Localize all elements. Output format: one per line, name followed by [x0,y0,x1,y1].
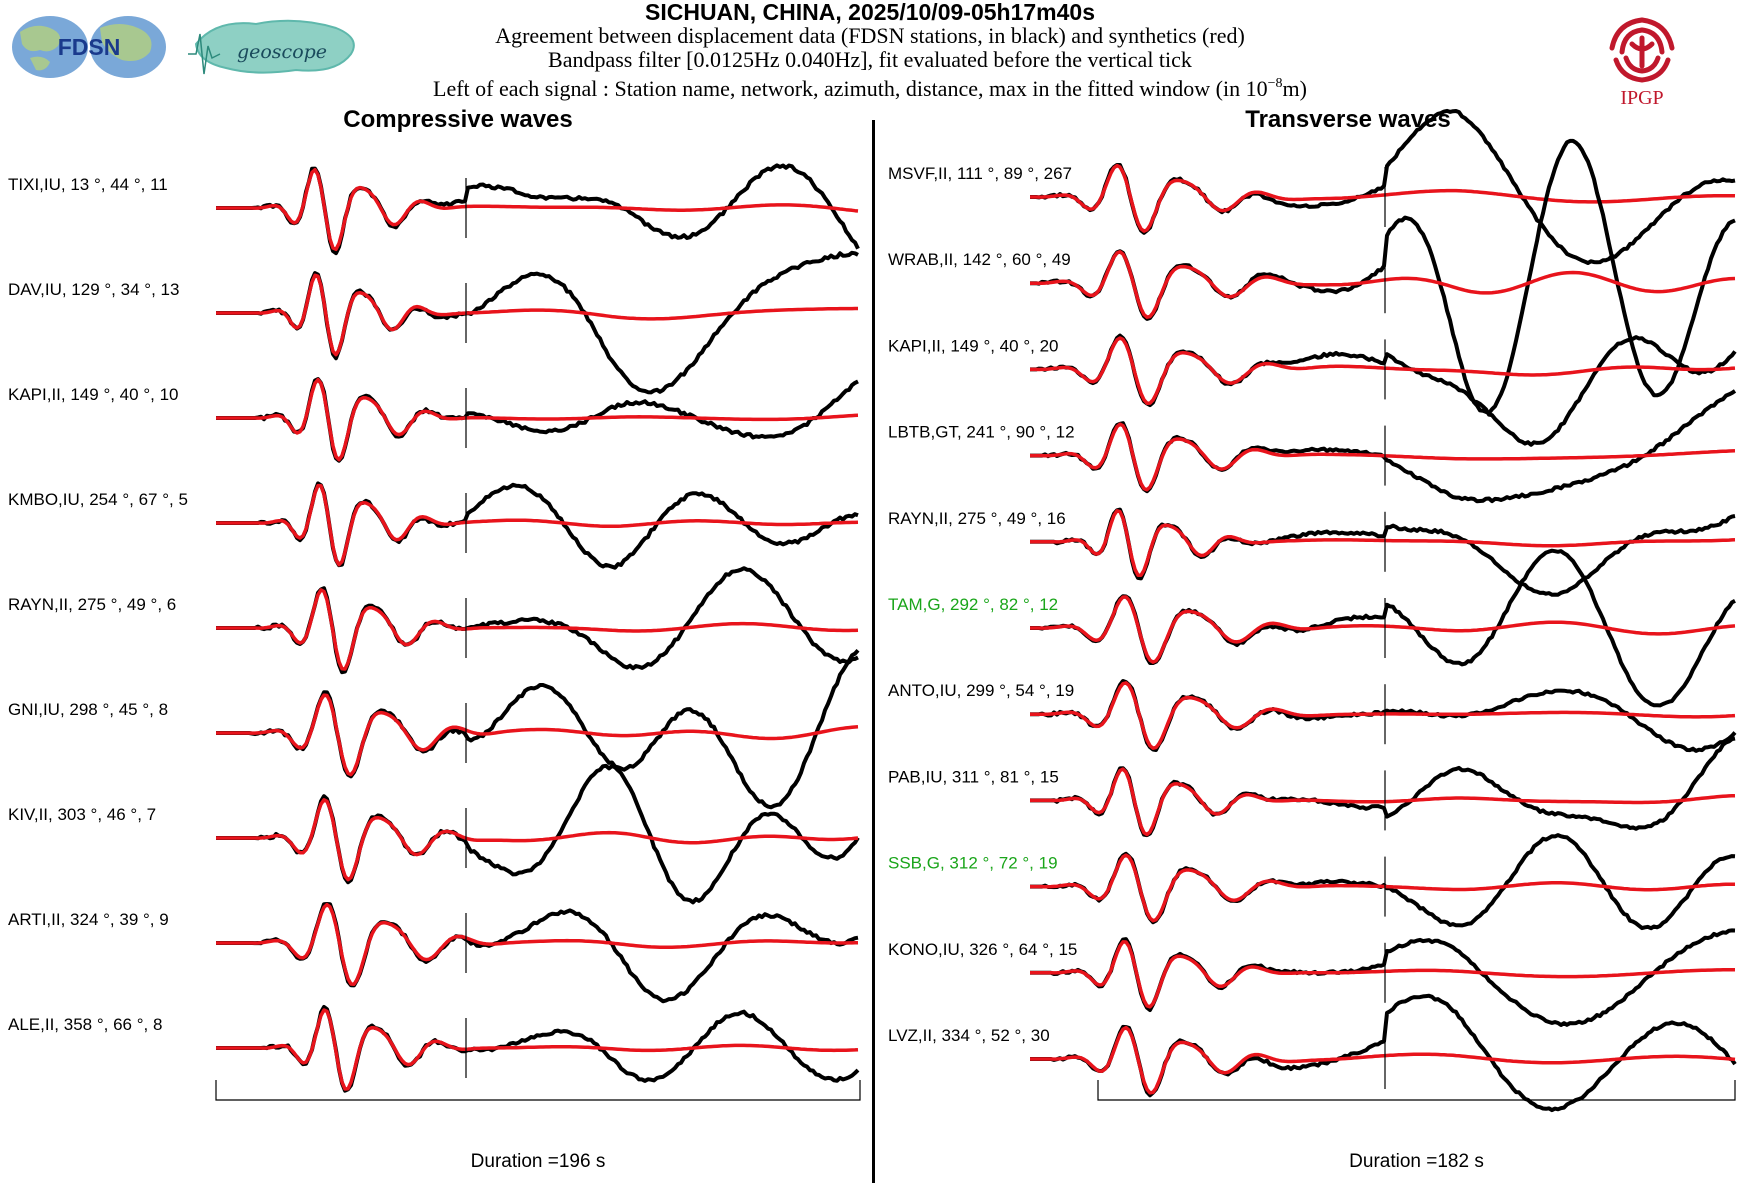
synthetic-trace-kiv [216,798,859,882]
station-label-kapi: KAPI,II, 149 °, 40 °, 10 [8,385,178,404]
synthetic-trace-lvz [1030,1025,1736,1095]
data-trace-dav [216,250,859,395]
subtitle-legend-main: Left of each signal : Station name, netw… [433,76,1268,101]
synthetic-trace-kmbo [216,483,859,567]
data-trace-rayn [216,566,859,675]
subtitle-legend-unit: m) [1282,76,1307,101]
station-label-pab: PAB,IU, 311 °, 81 °, 15 [888,767,1059,786]
station-label-wrab: WRAB,II, 142 °, 60 °, 49 [888,250,1071,269]
synthetic-trace-anto [1030,681,1736,750]
data-trace-lbtb [1030,389,1737,504]
duration-label: Duration =182 s [1349,1151,1484,1172]
synthetic-trace-pab [1030,767,1736,837]
station-label-kiv: KIV,II, 303 °, 46 °, 7 [8,805,156,824]
synthetic-trace-dav [216,273,858,357]
data-trace-kono [1030,928,1736,1027]
geoscope-logo: geoscope [188,19,355,75]
ipgp-logo-text: IPGP [1620,87,1663,108]
station-label-ssb: SSB,G, 312 °, 72 °, 19 [888,854,1058,873]
station-label-arti: ARTI,II, 324 °, 39 °, 9 [8,910,169,929]
data-trace-pab [1030,736,1736,838]
subtitle-legend: Left of each signal : Station name, netw… [0,72,1740,101]
station-label-rayn: RAYN,II, 275 °, 49 °, 6 [8,595,176,614]
subtitle-legend-exponent: −8 [1267,76,1283,91]
synthetic-trace-kapi [216,377,859,462]
data-trace-tixi [216,163,860,256]
data-trace-arti [216,902,859,1004]
synthetic-trace-ale [216,1008,859,1091]
page-title: SICHUAN, CHINA, 2025/10/09-05h17m40s [645,0,1095,25]
synthetic-trace-tam [1030,595,1736,664]
synthetic-trace-tixi [216,167,859,252]
station-label-kmbo: KMBO,IU, 254 °, 67 °, 5 [8,490,188,509]
station-label-kapi: KAPI,II, 149 °, 40 °, 20 [888,336,1058,355]
synthetic-trace-kono [1030,940,1735,1009]
data-trace-kiv [216,763,860,905]
duration-bracket [1097,1080,1736,1101]
geoscope-logo-text: geoscope [237,41,327,63]
duration-label: Duration =196 s [471,1151,606,1172]
panel-compressive: TIXI,IU, 13 °, 44 °, 11 DAV,IU, 129 °, 34… [8,163,861,1172]
station-label-anto: ANTO,IU, 299 °, 54 °, 19 [888,681,1074,700]
station-label-tam: TAM,G, 292 °, 82 °, 12 [888,595,1058,614]
subtitle-description: Agreement between displacement data (FDS… [495,23,1245,48]
synthetic-trace-ssb [1030,853,1735,923]
compressive-waves-title: Compressive waves [343,106,573,133]
ipgp-logo: IPGP [1609,17,1675,108]
fdsn-logo: FDSN [12,16,166,78]
fdsn-logo-text: FDSN [58,34,121,60]
station-label-kono: KONO,IU, 326 °, 64 °, 15 [888,940,1077,959]
panel-divider [872,120,875,1183]
synthetic-trace-rayn [1030,509,1736,578]
station-label-tixi: TIXI,IU, 13 °, 44 °, 11 [8,175,168,194]
station-label-gni: GNI,IU, 298 °, 45 °, 8 [8,700,168,719]
data-trace-ssb [1030,833,1736,931]
data-trace-kapi [1030,333,1737,447]
station-label-lvz: LVZ,II, 334 °, 52 °, 30 [888,1026,1050,1045]
station-label-msvf: MSVF,II, 111 °, 89 °, 267 [888,164,1072,183]
panel-transverse: MSVF,II, 111 °, 89 °, 267 WRAB,II, 142 °,… [888,108,1737,1172]
station-label-dav: DAV,IU, 129 °, 34 °, 13 [8,280,179,299]
synthetic-trace-msvf [1030,163,1736,233]
station-label-ale: ALE,II, 358 °, 66 °, 8 [8,1015,162,1034]
synthetic-trace-wrab [1030,250,1736,319]
data-trace-msvf [1030,108,1736,265]
subtitle-filter: Bandpass filter [0.0125Hz 0.040Hz], fit … [548,47,1192,72]
station-label-rayn: RAYN,II, 275 °, 49 °, 16 [888,509,1066,528]
synthetic-trace-arti [216,902,859,986]
synthetic-trace-lbtb [1030,422,1736,492]
duration-bracket [215,1080,861,1101]
data-trace-rayn [1030,507,1736,597]
station-label-lbtb: LBTB,GT, 241 °, 90 °, 12 [888,423,1075,442]
synthetic-trace-rayn [216,588,859,671]
synthetic-trace-gni [216,693,859,777]
synthetic-trace-kapi [1030,336,1736,405]
